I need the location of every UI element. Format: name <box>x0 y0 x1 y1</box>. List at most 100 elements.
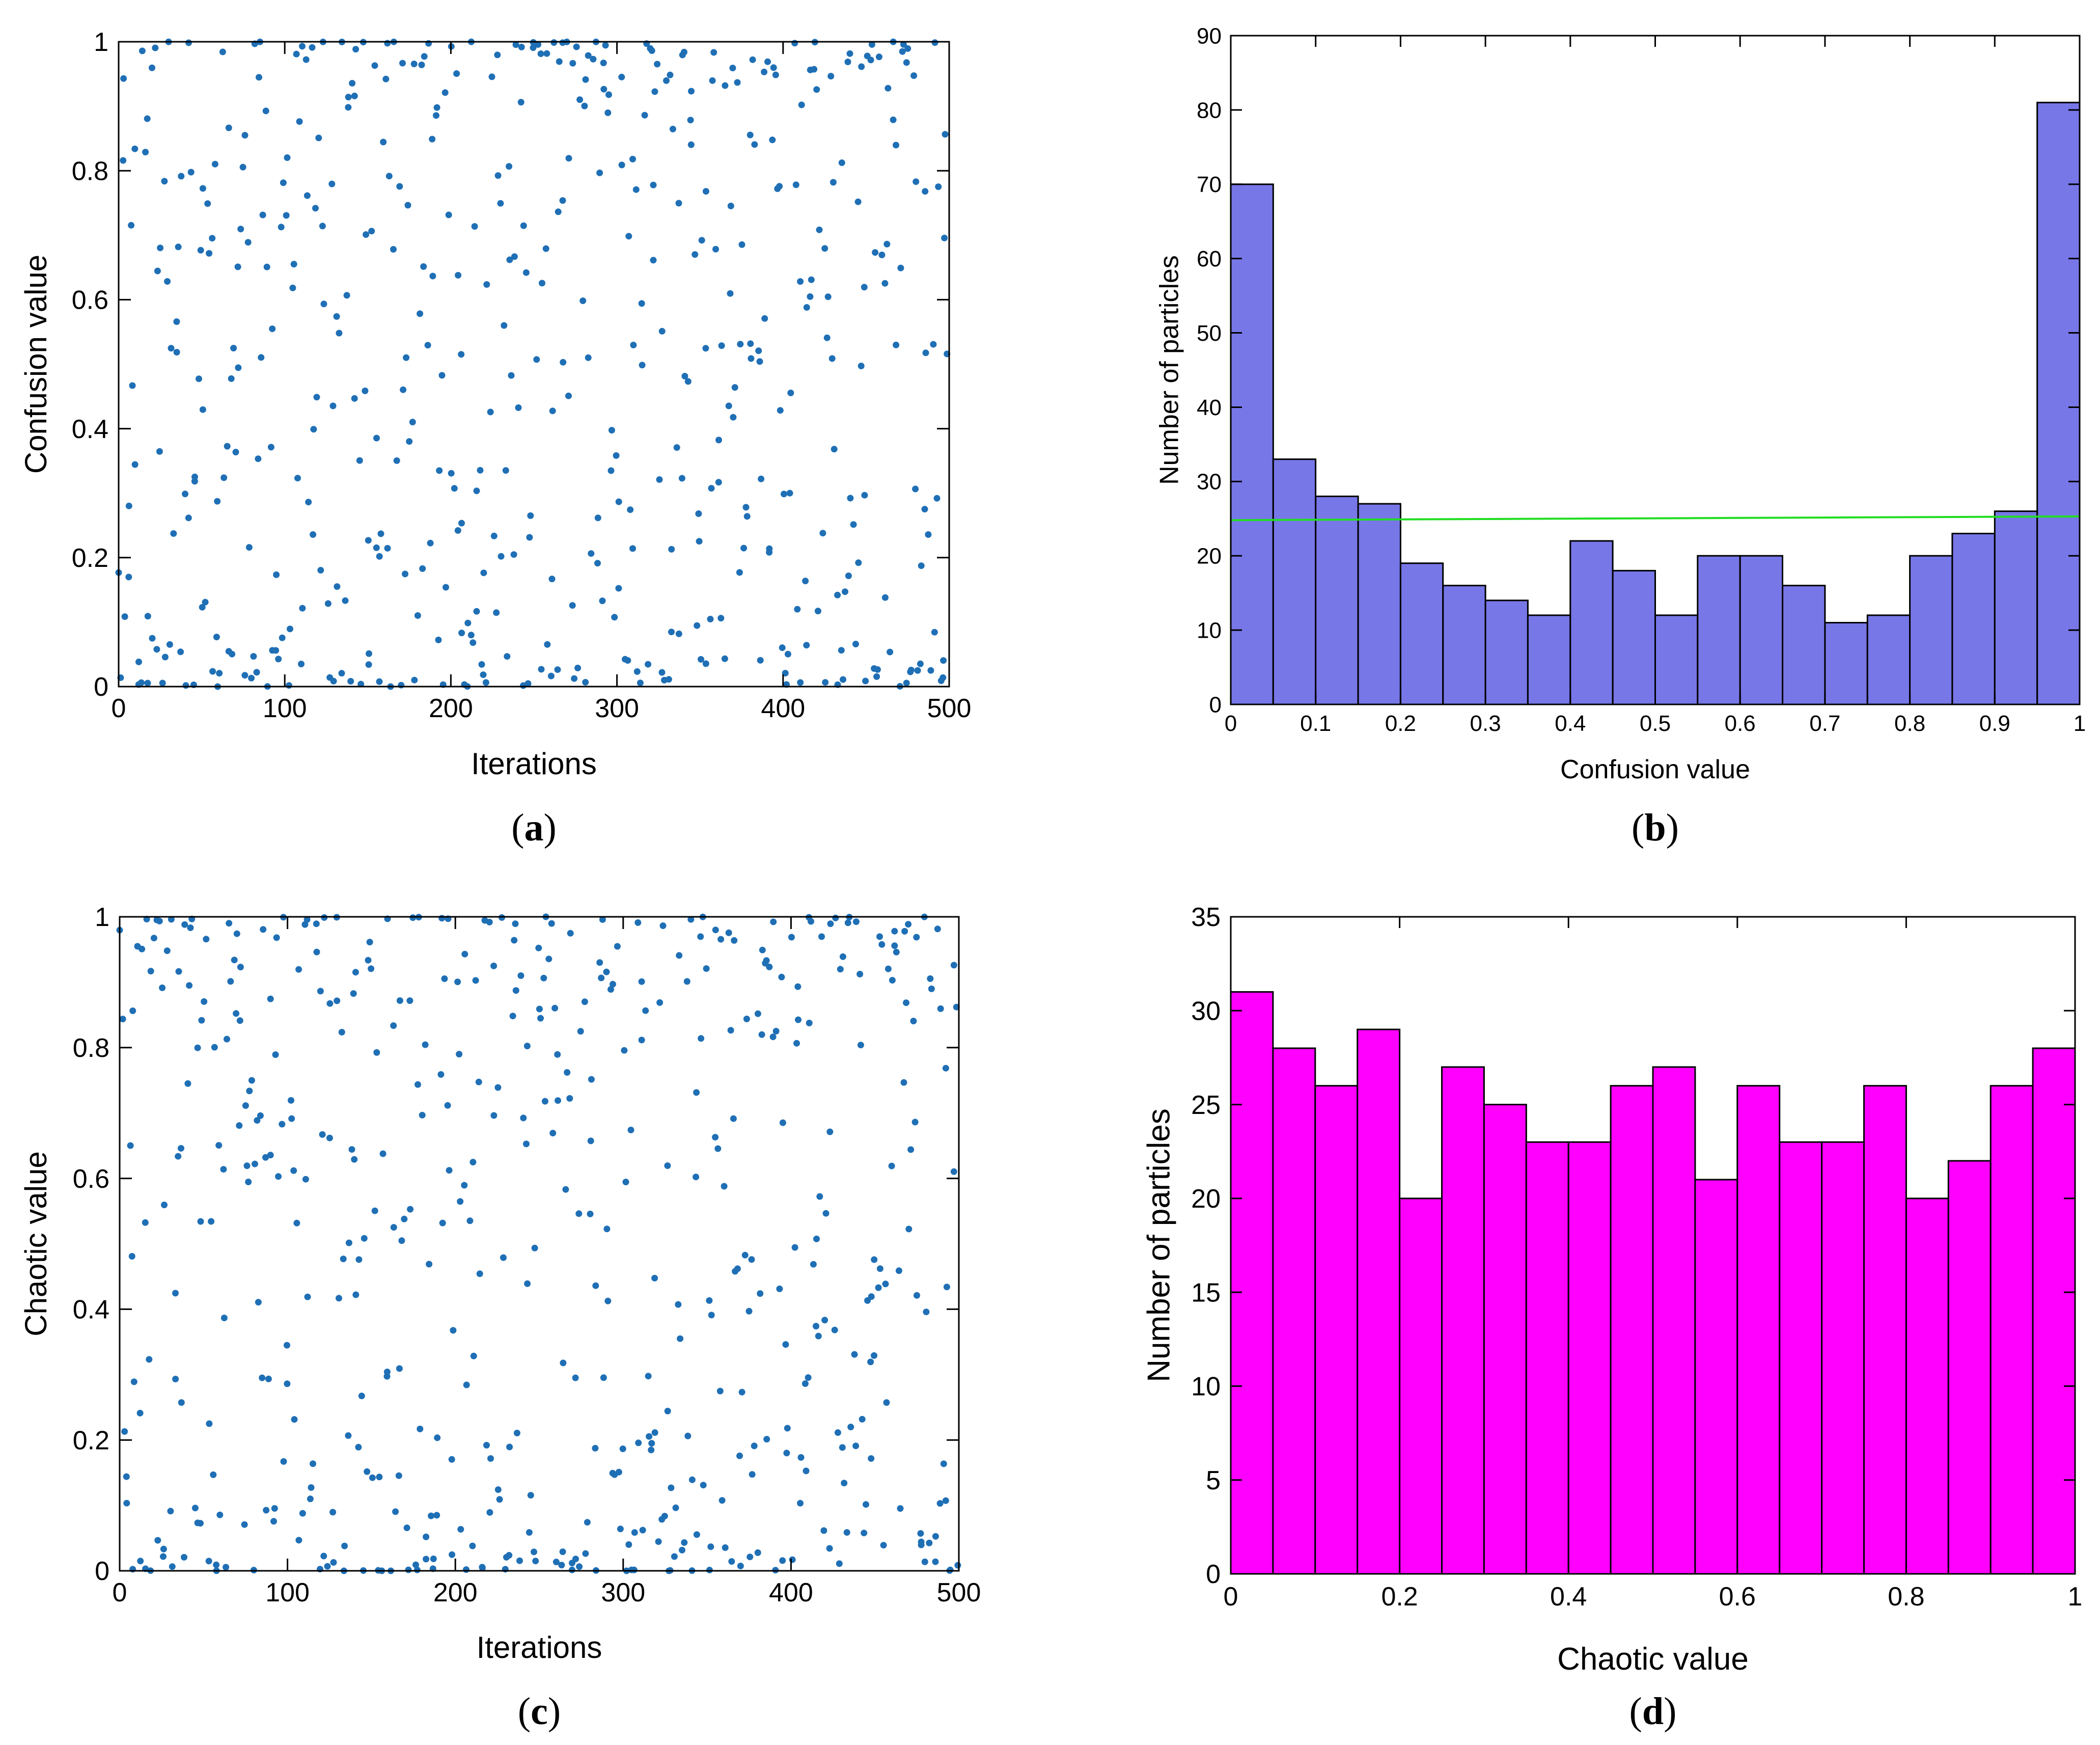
scatter-point <box>885 85 892 92</box>
scatter-point <box>342 597 349 604</box>
scatter-point <box>838 159 845 166</box>
axes-frame <box>1230 916 2076 1575</box>
scatter-point <box>602 42 609 49</box>
scatter-point <box>779 1119 786 1126</box>
scatter-point <box>175 243 182 251</box>
scatter-point <box>658 328 666 335</box>
scatter-point <box>310 531 317 538</box>
scatter-point <box>676 952 683 959</box>
scatter-point <box>421 53 428 60</box>
scatter-point <box>900 41 907 48</box>
scatter-point <box>128 1253 135 1260</box>
scatter-point <box>362 387 369 394</box>
scatter-point <box>841 1480 848 1487</box>
caption-paren: ( <box>511 806 524 849</box>
panel-caption: (d) <box>1629 1690 1677 1733</box>
scatter-point <box>888 1162 895 1169</box>
scatter-point <box>797 1499 804 1507</box>
scatter-point <box>226 920 233 927</box>
scatter-point <box>302 1176 309 1183</box>
scatter-point <box>576 96 584 103</box>
scatter-point <box>813 86 820 93</box>
scatter-point <box>608 427 615 434</box>
scatter-point <box>745 1307 753 1315</box>
scatter-point <box>315 134 322 142</box>
scatter-point <box>678 475 685 482</box>
scatter-point <box>299 605 306 612</box>
scatter-point <box>673 444 680 451</box>
scatter-point <box>716 1387 724 1395</box>
scatter-point <box>779 1557 786 1564</box>
scatter-point <box>233 1010 240 1017</box>
scatter-point <box>863 1501 869 1508</box>
scatter-point <box>490 1112 498 1119</box>
scatter-point <box>669 125 676 132</box>
scatter-point <box>407 1206 414 1213</box>
scatter-point <box>513 1430 520 1436</box>
panel-c: 0 100 200 300 400 500 0 0.2 0.4 0.6 0.8 1 Iterations… <box>19 903 981 1733</box>
scatter-point <box>419 1111 426 1119</box>
scatter-point <box>123 1499 130 1507</box>
x-tick-label: 0.8 <box>1888 1582 1924 1612</box>
scatter-point <box>182 682 189 689</box>
scatter-point <box>258 354 265 361</box>
scatter-point <box>526 534 533 541</box>
scatter-point <box>302 56 310 63</box>
scatter-point <box>120 157 127 164</box>
scatter-point <box>259 211 266 219</box>
scatter-point <box>213 634 220 641</box>
y-tick-label: 10 <box>1197 618 1222 643</box>
scatter-point <box>861 492 868 499</box>
scatter-point <box>832 914 839 921</box>
scatter-point <box>304 1293 311 1300</box>
scatter-point <box>170 530 177 537</box>
scatter-point <box>490 962 498 969</box>
scatter-point <box>303 192 311 199</box>
scatter-point <box>410 61 418 67</box>
scatter-point <box>267 995 274 1002</box>
scatter-point <box>287 625 293 633</box>
x-tick-label: 300 <box>601 1578 645 1607</box>
scatter-point <box>572 1374 579 1381</box>
scatter-point <box>844 59 851 65</box>
scatter-point <box>535 41 542 48</box>
scatter-point <box>537 50 544 57</box>
scatter-point <box>154 267 161 275</box>
scatter-point <box>169 1563 176 1570</box>
scatter-point <box>671 1553 678 1560</box>
scatter-point <box>288 1097 294 1104</box>
scatter-point <box>940 1460 947 1467</box>
scatter-point <box>343 292 350 299</box>
scatter-point <box>783 1450 790 1457</box>
scatter-point <box>205 1558 212 1565</box>
scatter-point <box>223 1564 230 1571</box>
scatter-point <box>687 916 695 923</box>
scatter-point <box>587 1210 594 1217</box>
y-tick-label: 70 <box>1197 172 1222 197</box>
scatter-point <box>361 1235 368 1242</box>
scatter-point <box>417 1426 424 1432</box>
scatter-point <box>638 300 645 307</box>
scatter-point <box>648 47 655 54</box>
scatter-point <box>826 1545 833 1552</box>
scatter-point <box>791 40 798 47</box>
scatter-point <box>852 1442 860 1450</box>
scatter-point <box>317 567 324 574</box>
scatter-point <box>656 476 663 483</box>
scatter-point <box>808 276 815 283</box>
scatter-point <box>480 569 487 577</box>
scatter-point <box>520 222 527 229</box>
scatter-point <box>384 544 391 552</box>
scatter-point <box>630 1566 638 1573</box>
scatter-point <box>450 1327 457 1334</box>
histogram-bar <box>1230 183 1274 705</box>
scatter-point <box>651 1429 658 1436</box>
scatter-point <box>139 47 146 54</box>
scatter-point <box>498 553 505 560</box>
scatter-point <box>731 937 738 944</box>
scatter-point <box>625 1541 632 1548</box>
scatter-point <box>390 1224 397 1231</box>
scatter-point <box>579 297 587 304</box>
x-axis-label: Iterations <box>471 747 597 781</box>
scatter-point <box>373 434 380 442</box>
